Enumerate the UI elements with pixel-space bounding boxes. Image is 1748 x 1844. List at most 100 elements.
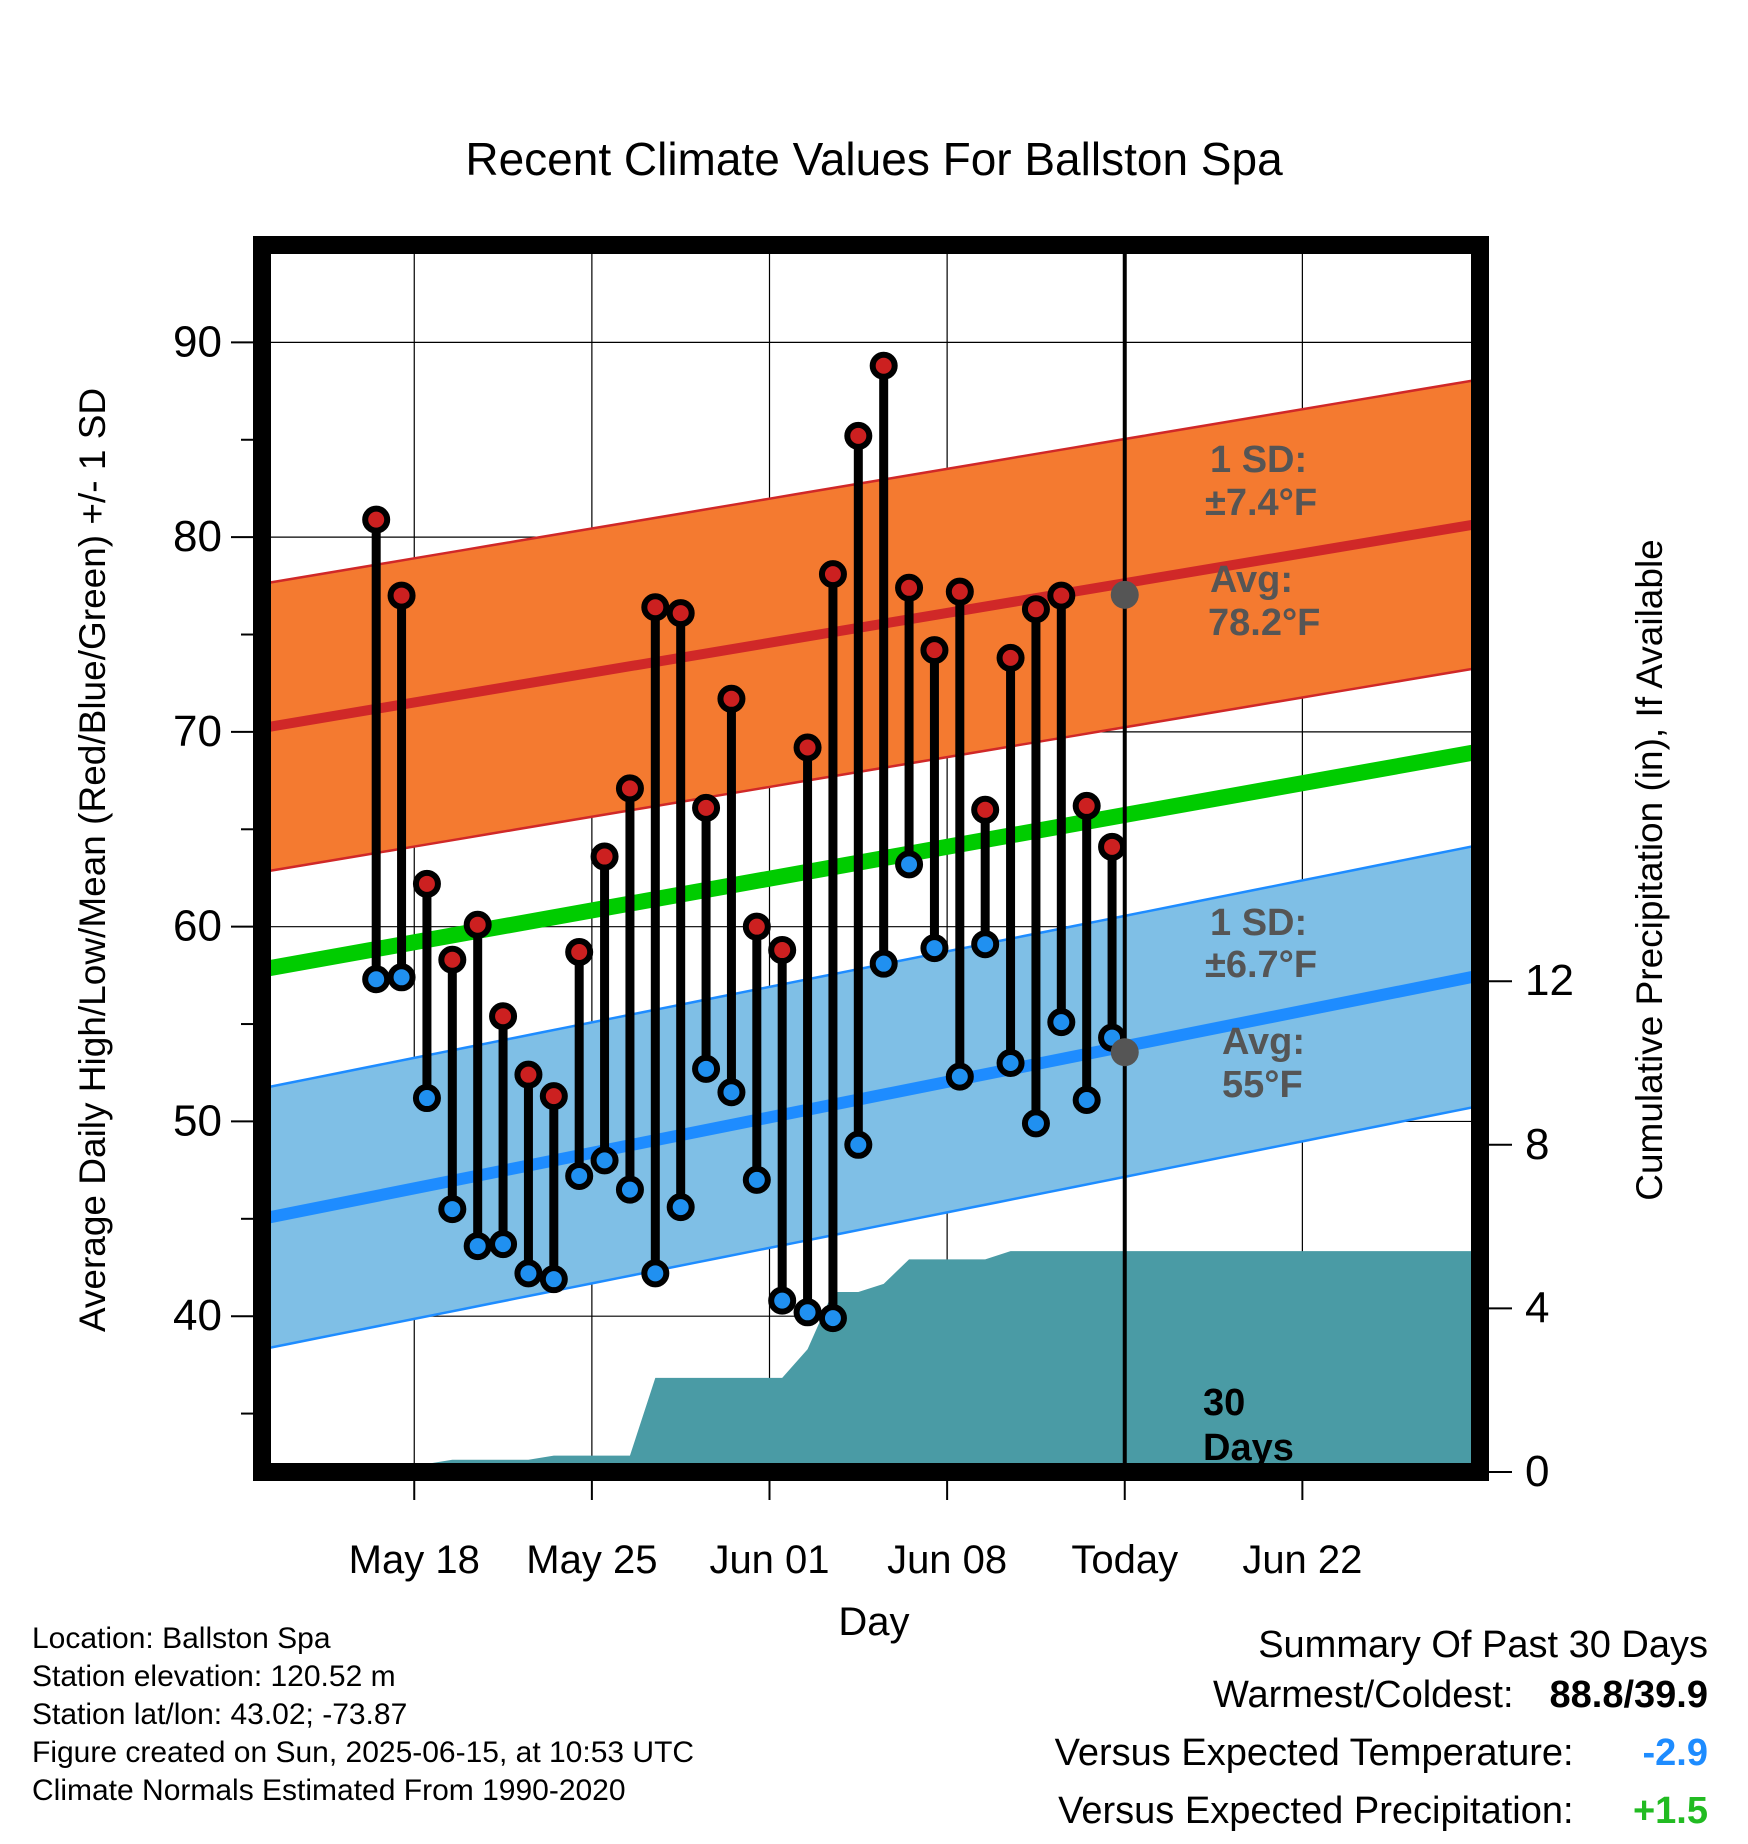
high-sd-value: ±7.4°F (1205, 482, 1317, 524)
daily-low-point (362, 965, 391, 994)
daily-low-point (1072, 1086, 1101, 1115)
summary-temp-label: Versus Expected Temperature: (1054, 1732, 1574, 1774)
daily-high-point (844, 421, 873, 450)
daily-low-point (895, 850, 924, 879)
daily-high-point (996, 643, 1025, 672)
y-tick-label: 60 (173, 902, 222, 951)
y-tick-label: 90 (173, 317, 222, 366)
normal-high-band-lower-edge (261, 666, 1481, 874)
daily-low-point (920, 934, 949, 963)
daily-low-point (818, 1304, 847, 1333)
y2-tick-label: 0 (1525, 1447, 1549, 1496)
summary-warm-row: Warmest/Coldest: 88.8/39.9 (1055, 1670, 1708, 1728)
daily-low-point (971, 930, 1000, 959)
precip-area (262, 1251, 1480, 1472)
low-sd-value: ±6.7°F (1205, 944, 1317, 986)
daily-high-point (514, 1060, 543, 1089)
daily-low-point (565, 1161, 594, 1190)
daily-high-point (590, 842, 619, 871)
low-avg-value: 55°F (1222, 1064, 1303, 1106)
daily-low-point (1047, 1008, 1076, 1037)
daily-high-point (971, 795, 1000, 824)
y2-tick-label: 4 (1525, 1283, 1549, 1332)
daily-high-point (463, 910, 492, 939)
x-tick-label: Today (1071, 1538, 1178, 1582)
daily-low-point (793, 1298, 822, 1327)
daily-low-point (844, 1130, 873, 1159)
summary-title: Summary Of Past 30 Days (1258, 1624, 1708, 1666)
y-tick-label: 70 (173, 707, 222, 756)
daily-low-point (717, 1078, 746, 1107)
daily-high-point (1047, 581, 1076, 610)
daily-high-point (1098, 832, 1127, 861)
daily-high-point (438, 945, 467, 974)
normal-low-line (260, 969, 1482, 1225)
daily-high-point (412, 869, 441, 898)
daily-low-point (514, 1259, 543, 1288)
daily-low-point (996, 1049, 1025, 1077)
summary-precip-label: Versus Expected Precipitation: (1058, 1790, 1574, 1832)
daily-low-point (692, 1054, 721, 1083)
days-word-label: Days (1203, 1427, 1294, 1469)
y2-axis-label: Cumulative Precipitation (in), If Availa… (1629, 539, 1670, 1201)
daily-high-point (818, 560, 847, 589)
daily-high-point (539, 1082, 568, 1111)
high-avg-value: 78.2°F (1208, 602, 1320, 644)
daily-low-point (945, 1062, 974, 1091)
daily-low-point (489, 1230, 518, 1259)
daily-low-point (768, 1286, 797, 1315)
x-axis-label: Day (838, 1600, 909, 1644)
info-normals: Climate Normals Estimated From 1990-2020 (32, 1774, 626, 1807)
daily-high-point (362, 505, 391, 534)
summary-temp-row: Versus Expected Temperature: -2.9 (1055, 1728, 1708, 1786)
x-tick-label: May 18 (349, 1538, 480, 1582)
high-sd-label: 1 SD: (1210, 439, 1307, 481)
daily-high-point (869, 351, 898, 380)
daily-high-point (895, 573, 924, 602)
daily-high-point (945, 577, 974, 606)
daily-high-point (565, 937, 594, 966)
daily-low-point (666, 1193, 695, 1222)
info-elevation: Station elevation: 120.52 m (32, 1660, 396, 1693)
summary-precip-row: Versus Expected Precipitation: +1.5 (1055, 1786, 1708, 1844)
y2-tick-label: 8 (1525, 1120, 1549, 1169)
daily-low-point (438, 1195, 467, 1224)
summary-panel: Summary Of Past 30 Days Warmest/Coldest:… (1055, 1620, 1708, 1844)
x-tick-label: Jun 08 (887, 1538, 1007, 1582)
days-count-label: 30 (1203, 1382, 1245, 1424)
daily-high-point (920, 636, 949, 665)
station-info: Location: Ballston Spa Station elevation… (32, 1620, 694, 1810)
normal-high-band-upper-edge (261, 378, 1481, 586)
daily-high-point (768, 936, 797, 965)
y-tick-label: 50 (173, 1096, 222, 1145)
info-latlon: Station lat/lon: 43.02; -73.87 (32, 1698, 408, 1731)
daily-low-point (615, 1175, 644, 1204)
chart-title: Recent Climate Values For Ballston Spa (465, 133, 1283, 185)
daily-high-point (666, 599, 695, 628)
today-avg-low-marker (1110, 1038, 1139, 1067)
summary-warm-value: 88.8/39.9 (1549, 1674, 1708, 1716)
x-tick-label: Jun 01 (709, 1538, 829, 1582)
today-avg-high-marker (1110, 580, 1139, 609)
daily-high-point (793, 733, 822, 762)
high-avg-label: Avg: (1210, 559, 1293, 601)
y2-tick-label: 12 (1525, 956, 1574, 1005)
info-created: Figure created on Sun, 2025-06-15, at 10… (32, 1736, 695, 1769)
daily-low-point (641, 1259, 670, 1288)
daily-low-point (742, 1165, 771, 1194)
low-sd-label: 1 SD: (1210, 902, 1307, 944)
y-tick-label: 80 (173, 512, 222, 561)
daily-low-point (539, 1265, 568, 1294)
normal-mean-line (260, 743, 1482, 978)
summary-temp-value: -2.9 (1642, 1732, 1708, 1774)
daily-high-point (692, 793, 721, 822)
y-axis-label: Average Daily High/Low/Mean (Red/Blue/Gr… (72, 388, 113, 1332)
y-tick-label: 40 (173, 1291, 222, 1340)
daily-high-point (1021, 595, 1050, 624)
daily-high-point (717, 684, 746, 713)
daily-high-point (615, 774, 644, 803)
daily-high-point (641, 593, 670, 622)
low-avg-label: Avg: (1222, 1021, 1305, 1063)
daily-high-point (1072, 791, 1101, 820)
